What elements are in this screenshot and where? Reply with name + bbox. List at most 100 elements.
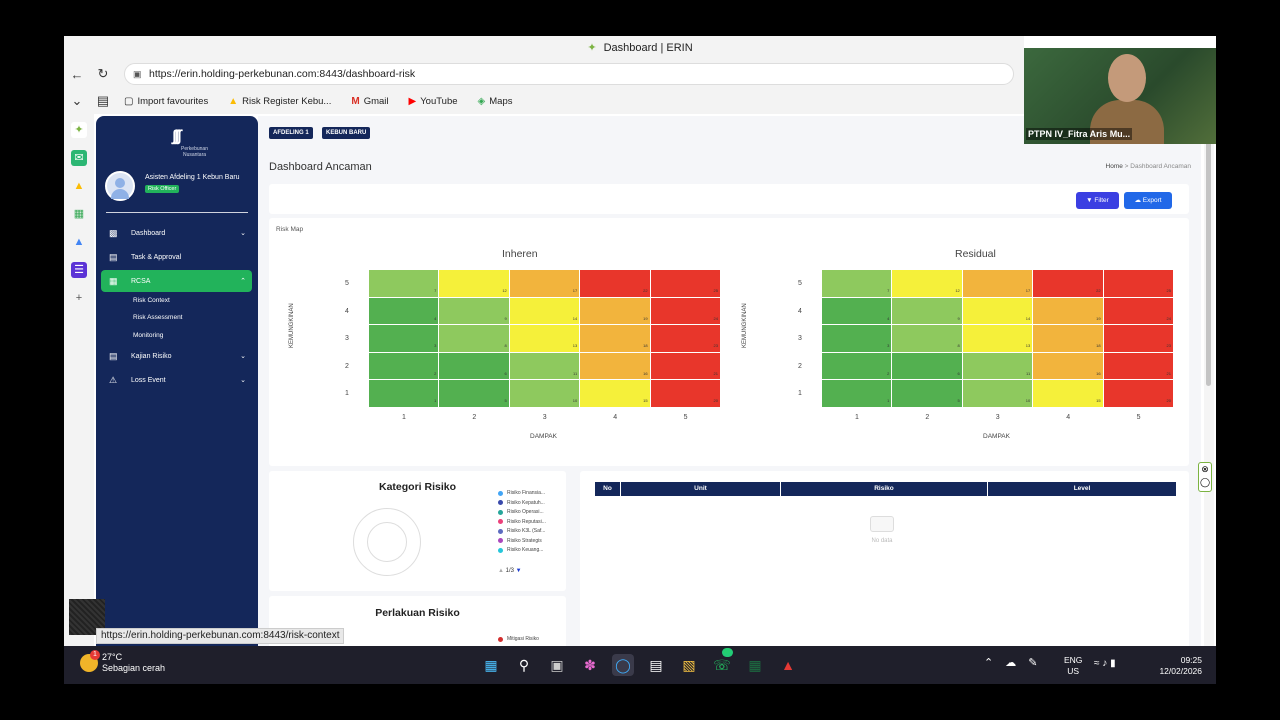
erin-app-icon[interactable]: ✦ <box>71 122 87 138</box>
matrix-cell[interactable]: 18 <box>580 325 650 352</box>
legend-item[interactable]: Risiko K3L (Saf... <box>498 528 545 534</box>
acrobat-icon[interactable]: ▲ <box>781 657 795 673</box>
matrix-cell[interactable]: 17 <box>962 270 1033 297</box>
search-icon[interactable]: ⚲ <box>518 657 530 673</box>
legend-item[interactable]: Risiko Strategis <box>498 538 542 544</box>
whatsapp-icon[interactable]: ☏ 17 <box>713 648 733 673</box>
close-icon[interactable]: ⊗ <box>1201 464 1209 474</box>
matrix-cell[interactable]: 3 <box>822 325 892 352</box>
wifi-icon[interactable]: ≈ <box>1094 658 1100 669</box>
chevron-down-icon[interactable]: ⌄ <box>71 93 83 108</box>
legend-item[interactable]: Risiko Operasi... <box>498 509 544 515</box>
perlakuan-legend-item[interactable]: Mitigasi Risiko <box>498 636 539 642</box>
weather-widget[interactable]: 1 27°C Sebagian cerah <box>80 650 165 674</box>
pen-icon[interactable]: ✎ <box>1028 657 1038 669</box>
col-level[interactable]: Level <box>1073 485 1091 492</box>
edge-browser-icon[interactable]: ◯ <box>612 654 634 676</box>
forms-app-icon[interactable]: ☰ <box>71 262 87 278</box>
matrix-cell[interactable]: 2 <box>369 352 439 380</box>
submenu-monitoring[interactable]: Monitoring <box>133 332 164 339</box>
matrix-cell[interactable]: 20 <box>1103 380 1173 407</box>
drive-app-icon[interactable]: ▲ <box>73 180 85 192</box>
sheets-app-icon[interactable]: ▦ <box>73 208 85 220</box>
matrix-cell[interactable]: 5 <box>439 380 509 407</box>
matrix-cell[interactable]: 25 <box>1103 270 1173 297</box>
filter-button[interactable]: ▼ Filter <box>1076 192 1119 209</box>
matrix-cell[interactable]: 15 <box>580 380 650 407</box>
matrix-cell[interactable]: 2 <box>822 352 892 380</box>
url-input[interactable]: ▣ https://erin.holding-perkebunan.com:84… <box>124 63 1014 85</box>
matrix-cell[interactable]: 14 <box>962 297 1033 325</box>
matrix-cell[interactable]: 15 <box>1033 380 1103 407</box>
matrix-cell[interactable]: 21 <box>1103 352 1173 380</box>
favourite-gmail[interactable]: M Gmail <box>351 95 389 107</box>
network-icons[interactable]: ≈ ♪ ▮ <box>1094 658 1116 669</box>
favourite-youtube[interactable]: ▶ YouTube <box>408 95 458 107</box>
matrix-cell[interactable]: 23 <box>1103 325 1173 352</box>
matrix-cell[interactable]: 16 <box>580 352 650 380</box>
matrix-cell[interactable]: 6 <box>439 352 509 380</box>
menu-dashboard[interactable]: ▩ Dashboard ⌄ <box>109 227 246 238</box>
matrix-cell[interactable]: 4 <box>822 297 892 325</box>
matrix-cell[interactable]: 6 <box>892 352 962 380</box>
matrix-cell[interactable]: 18 <box>1033 325 1103 352</box>
copilot-icon[interactable]: ✽ <box>584 657 596 673</box>
matrix-cell[interactable]: 1 <box>369 380 439 407</box>
back-icon[interactable]: ← <box>70 66 84 82</box>
matrix-cell[interactable]: 8 <box>892 325 962 352</box>
menu-kajian-risiko[interactable]: ▤ Kajian Risiko ⌄ <box>109 350 246 361</box>
matrix-cell[interactable]: 17 <box>509 270 580 297</box>
pager-up-icon[interactable]: ▲ <box>498 568 504 574</box>
store-icon[interactable]: ▤ <box>649 657 663 673</box>
breadcrumb-home[interactable]: Home <box>1105 163 1123 170</box>
matrix-cell[interactable]: 10 <box>962 380 1033 407</box>
matrix-cell[interactable]: 7 <box>822 270 892 297</box>
menu-task-approval[interactable]: ▤ Task & Approval <box>109 251 182 262</box>
matrix-cell[interactable]: 9 <box>892 297 962 325</box>
export-button[interactable]: ☁ Export <box>1124 192 1172 209</box>
matrix-cell[interactable]: 13 <box>962 325 1033 352</box>
matrix-cell[interactable]: 25 <box>650 270 720 297</box>
excel-icon[interactable]: ▦ <box>748 657 762 673</box>
matrix-cell[interactable]: 8 <box>439 325 509 352</box>
clock[interactable]: 09:25 12/02/2026 <box>1154 655 1202 677</box>
task-view-icon[interactable]: ▣ <box>550 657 564 673</box>
volume-icon[interactable]: ♪ <box>1102 658 1108 669</box>
matrix-cell[interactable]: 1 <box>822 380 892 407</box>
battery-icon[interactable]: ▮ <box>1110 658 1116 669</box>
matrix-cell[interactable]: 22 <box>580 270 650 297</box>
drive-app-2-icon[interactable]: ▲ <box>73 236 85 248</box>
matrix-cell[interactable]: 7 <box>369 270 439 297</box>
legend-item[interactable]: Risiko Finansia... <box>498 490 545 496</box>
cloud-icon[interactable]: ☁ <box>1005 657 1017 669</box>
matrix-cell[interactable]: 11 <box>509 352 580 380</box>
matrix-cell[interactable]: 23 <box>650 325 720 352</box>
reload-icon[interactable]: ↻ <box>97 66 109 81</box>
page-scrollbar[interactable] <box>1204 116 1214 656</box>
matrix-cell[interactable]: 5 <box>892 380 962 407</box>
col-risiko[interactable]: Risiko <box>781 482 988 496</box>
matrix-cell[interactable]: 19 <box>580 297 650 325</box>
file-explorer-icon[interactable]: ▧ <box>682 657 696 673</box>
matrix-cell[interactable]: 16 <box>1033 352 1103 380</box>
tab-actions-icon[interactable]: ▤ <box>96 93 110 108</box>
matrix-cell[interactable]: 21 <box>650 352 720 380</box>
matrix-cell[interactable]: 24 <box>1103 297 1173 325</box>
tray-chevron-icon[interactable]: ⌃ <box>984 657 994 669</box>
matrix-cell[interactable]: 3 <box>369 325 439 352</box>
favourite-maps[interactable]: ◈ Maps <box>477 95 513 107</box>
matrix-cell[interactable]: 4 <box>369 297 439 325</box>
edge-icon[interactable]: ◯ <box>1199 477 1211 487</box>
edge-right-tools[interactable]: ⊗ ◯ <box>1198 462 1212 492</box>
favourite-import[interactable]: ▢ Import favourites <box>124 95 209 107</box>
matrix-cell[interactable]: 19 <box>1033 297 1103 325</box>
matrix-cell[interactable]: 22 <box>1033 270 1103 297</box>
mail-app-icon[interactable]: ✉ <box>71 150 87 166</box>
scrollbar-thumb[interactable] <box>1206 126 1211 386</box>
add-app-icon[interactable]: + <box>75 292 83 304</box>
site-info-icon[interactable]: ▣ <box>133 69 142 79</box>
col-unit[interactable]: Unit <box>621 482 781 496</box>
matrix-cell[interactable]: 12 <box>439 270 509 297</box>
legend-item[interactable]: Risiko Keuang... <box>498 547 543 553</box>
matrix-cell[interactable]: 20 <box>650 380 720 407</box>
